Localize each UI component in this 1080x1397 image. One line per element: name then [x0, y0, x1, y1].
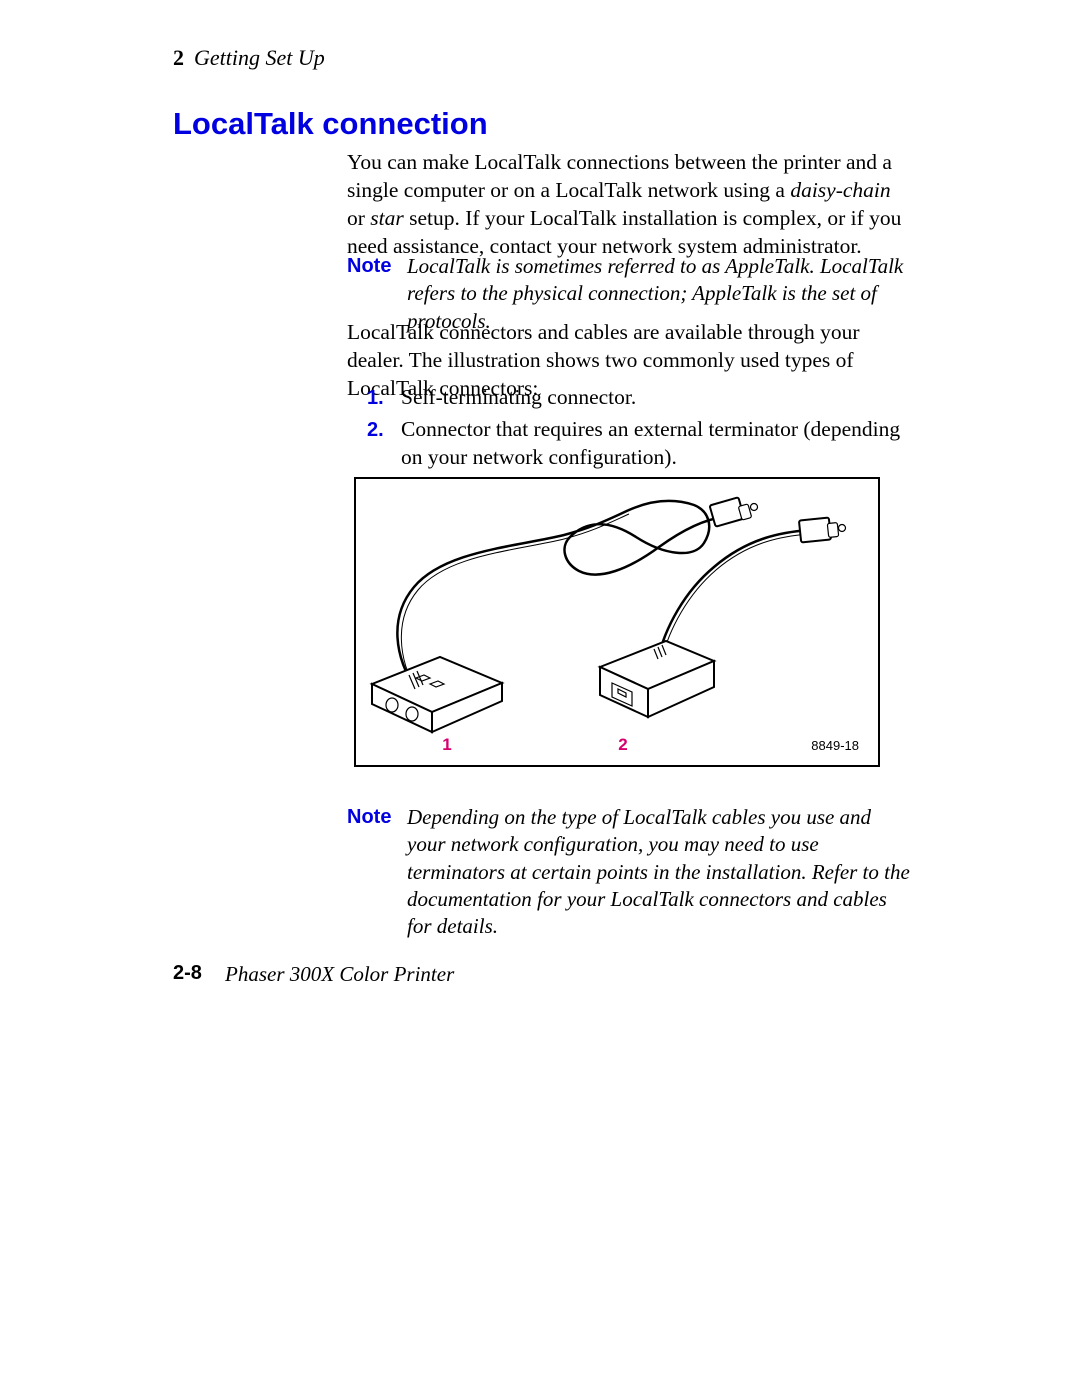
note-text: Depending on the type of LocalTalk cable…	[407, 804, 912, 940]
list-item-1: 1. Self-terminating connector.	[367, 384, 912, 412]
footer-page-number: 2-8	[173, 962, 202, 985]
connector-box-right	[600, 641, 714, 717]
text-emphasis: daisy-chain	[790, 178, 890, 202]
note-label: Note	[347, 804, 407, 829]
text: setup. If your LocalTalk installation is…	[347, 206, 901, 258]
note-label: Note	[347, 253, 407, 278]
connector-illustration: 1 2 8849-18	[354, 477, 880, 767]
header-chapter-number: 2	[173, 45, 184, 71]
paragraph-intro: You can make LocalTalk connections betwe…	[347, 149, 912, 261]
note-block: Note Depending on the type of LocalTalk …	[347, 804, 912, 940]
list-number: 1.	[367, 384, 401, 411]
list-text: Self-terminating connector.	[401, 384, 636, 412]
page: 2 Getting Set Up LocalTalk connection Yo…	[0, 0, 1080, 1397]
header-chapter-title: Getting Set Up	[194, 45, 325, 71]
footer-product-name: Phaser 300X Color Printer	[225, 962, 454, 987]
list-item-2: 2. Connector that requires an external t…	[367, 416, 912, 472]
mini-din-plug-right	[799, 517, 846, 542]
text: or	[347, 206, 370, 230]
mini-din-plug-left	[710, 497, 758, 526]
figure-label-2: 2	[618, 735, 627, 754]
list-number: 2.	[367, 416, 401, 443]
figure-label-1: 1	[442, 735, 451, 754]
text-emphasis: star	[370, 206, 403, 230]
list-text: Connector that requires an external term…	[401, 416, 912, 472]
connector-box-left	[372, 657, 502, 732]
section-heading: LocalTalk connection	[173, 106, 488, 142]
figure-localtalk-connectors: 1 2 8849-18	[354, 477, 880, 767]
figure-code: 8849-18	[811, 738, 859, 753]
